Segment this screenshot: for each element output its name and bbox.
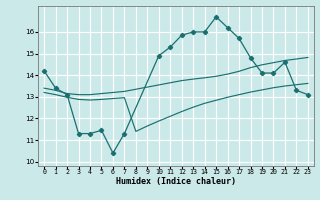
- X-axis label: Humidex (Indice chaleur): Humidex (Indice chaleur): [116, 177, 236, 186]
